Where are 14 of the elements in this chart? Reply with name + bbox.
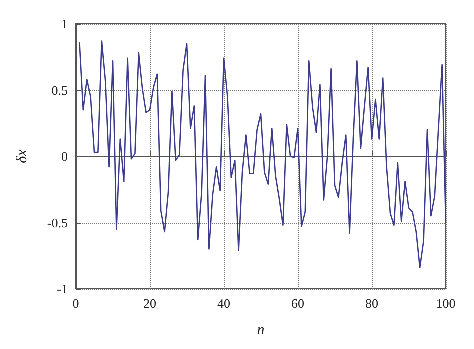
y-tick-label: 1 [62, 16, 68, 32]
y-tick-label: -0.5 [47, 215, 68, 230]
x-tick-label: 0 [72, 296, 80, 311]
x-tick-label: 80 [366, 296, 378, 311]
x-tick-label: 20 [144, 296, 156, 311]
x-tick-label: 40 [218, 296, 230, 311]
x-tick-label: 60 [292, 296, 304, 311]
x-tick-label: 100 [436, 296, 456, 311]
y-tick-label: 0.5 [52, 82, 68, 98]
y-tick-label: 0 [62, 149, 68, 164]
x-axis-title: n [257, 322, 265, 338]
line-series [79, 40, 447, 268]
y-axis-title: δx [14, 149, 30, 164]
y-tick-label: -1 [57, 282, 68, 296]
